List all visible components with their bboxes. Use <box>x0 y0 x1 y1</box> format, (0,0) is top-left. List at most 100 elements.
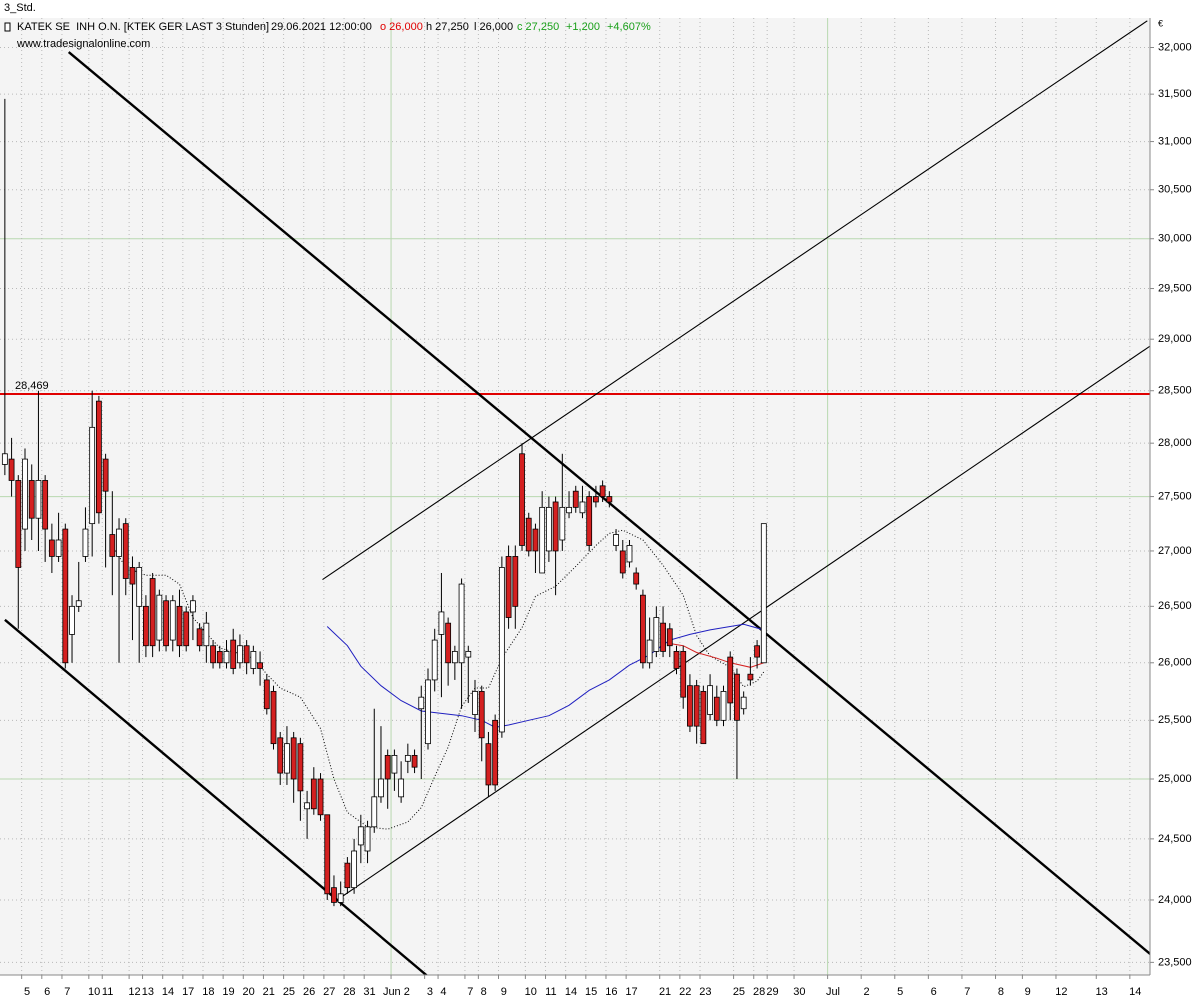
x-tick-label: 17 <box>182 986 194 998</box>
change-percent: +4,607% <box>607 21 651 33</box>
x-tick-label: 3 <box>427 986 433 998</box>
candle-body <box>364 826 371 852</box>
candle-body <box>472 691 478 715</box>
candle-body <box>720 691 727 721</box>
candle-body <box>257 662 263 669</box>
x-tick-label: 14 <box>565 986 577 998</box>
candle-body <box>324 814 331 895</box>
candle-body <box>680 651 687 698</box>
candle-body <box>190 600 196 613</box>
candle-body <box>15 480 22 568</box>
y-tick-label: 27,500 <box>1158 490 1192 502</box>
candle-icon <box>4 22 11 32</box>
y-tick-label: 31,000 <box>1158 135 1192 147</box>
candle-body <box>223 651 230 664</box>
candle-body <box>552 501 559 552</box>
x-tick-label: 21 <box>659 986 671 998</box>
candle-body <box>304 802 310 810</box>
candle-body <box>156 594 163 641</box>
overlays <box>0 20 1150 975</box>
x-tick-label: Jul <box>826 986 840 998</box>
x-tick-label: 25 <box>283 986 295 998</box>
candle-body <box>183 611 190 647</box>
x-tick-label: 5 <box>897 986 903 998</box>
candle-body <box>22 458 28 530</box>
timeframe: 3_Std. <box>4 2 36 14</box>
y-tick-label: 24,500 <box>1158 833 1192 845</box>
candle-body <box>485 743 492 786</box>
x-tick-label: 11 <box>102 986 113 998</box>
x-tick-label: 21 <box>263 986 275 998</box>
x-tick-label: 11 <box>545 986 556 998</box>
x-tick-label: 10 <box>88 986 100 998</box>
candle-body <box>357 826 364 846</box>
candle-body <box>203 622 210 647</box>
candle-body <box>102 458 109 492</box>
candle-body <box>28 480 35 519</box>
candle-body <box>62 528 69 664</box>
candle-body <box>149 578 156 647</box>
candle-body <box>8 458 15 481</box>
candle-body <box>606 496 613 503</box>
trend-line <box>340 345 1150 898</box>
candle-body <box>143 605 149 647</box>
candle-body <box>116 528 122 557</box>
candles <box>1 98 767 907</box>
candle-body <box>633 572 640 585</box>
candle-body <box>492 719 499 786</box>
candle-body <box>707 685 713 715</box>
candle-body <box>109 534 116 557</box>
candle-body <box>404 754 411 762</box>
candle-body <box>351 850 358 889</box>
x-tick-label: 17 <box>625 986 637 998</box>
y-tick-label: 31,500 <box>1158 88 1192 100</box>
candle-body <box>136 567 143 607</box>
x-tick-label: Jun 2 <box>383 986 410 998</box>
x-tick-label: 8 <box>998 986 1004 998</box>
x-tick-label: 12 <box>1055 986 1067 998</box>
candle-body <box>35 480 42 519</box>
x-tick-label: 26 <box>303 986 315 998</box>
candle-body <box>545 506 552 552</box>
candle-body <box>216 651 223 664</box>
candle-body <box>371 796 378 828</box>
candle-body <box>760 523 767 664</box>
candle-body <box>572 490 579 508</box>
candle-body <box>344 862 351 889</box>
candle-body <box>687 685 693 727</box>
candle-body <box>713 696 720 721</box>
x-tick-label: 20 <box>243 986 255 998</box>
candle-body <box>438 611 445 635</box>
candle-body <box>505 556 512 618</box>
candle-body <box>512 556 519 607</box>
x-tick-label: 14 <box>1129 986 1141 998</box>
x-tick-label: 7 <box>64 986 70 998</box>
candle-body <box>290 737 297 780</box>
candle-body <box>82 528 89 557</box>
x-tick-label: 22 <box>679 986 691 998</box>
candle-body <box>451 651 458 664</box>
candle-body <box>640 594 646 664</box>
candle-body <box>734 673 740 721</box>
x-tick-label: 7 <box>964 986 970 998</box>
candle-body <box>297 743 304 792</box>
candle-body <box>263 679 270 710</box>
x-tick-label: 6 <box>44 986 50 998</box>
candle-body <box>243 645 250 664</box>
x-tick-label: 18 <box>202 986 214 998</box>
y-tick-label: 30,500 <box>1158 184 1192 196</box>
change: +1,200 <box>566 21 600 33</box>
candle-body <box>237 645 243 664</box>
candle-body <box>398 778 405 798</box>
candle-body <box>525 517 532 552</box>
trend-line <box>322 20 1148 581</box>
candle-body <box>566 506 572 514</box>
candle-body <box>532 528 539 552</box>
candle-body <box>270 691 277 745</box>
x-tick-label: 13 <box>142 986 154 998</box>
candle-body <box>646 639 653 664</box>
candle-body <box>519 453 525 546</box>
x-tick-label: 30 <box>793 986 805 998</box>
x-tick-label: 27 <box>323 986 335 998</box>
